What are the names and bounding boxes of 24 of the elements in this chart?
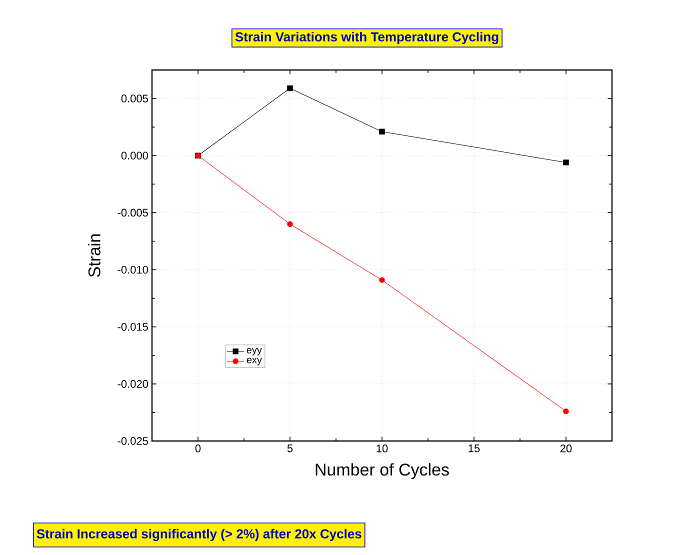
point: [563, 160, 569, 166]
y-tick-label: -0.015: [118, 322, 148, 331]
point: [563, 408, 569, 414]
x-tick-label: 5: [287, 444, 293, 452]
legend-label: exy: [246, 358, 262, 366]
y-tick-label: -0.005: [118, 208, 148, 217]
y-tick-label: -0.010: [118, 266, 148, 274]
x-tick-label: 0: [195, 444, 201, 452]
chart-title: Strain Variations with Temperature Cycling: [235, 32, 498, 44]
text: Strain Increased significantly (> 2%) after 20x Cycles: [36, 528, 362, 542]
point: [287, 221, 293, 227]
y-tick-label: 0.000: [121, 152, 148, 160]
point: [379, 128, 385, 134]
point: [287, 85, 293, 92]
point: [379, 277, 385, 283]
x-axis-title: Number of Cycles: [316, 463, 449, 480]
legend-label: eyy: [246, 348, 262, 356]
x-tick-label: 20: [560, 444, 572, 452]
y-axis-title: Strain: [88, 234, 100, 277]
x-tick-label: 15: [468, 444, 480, 452]
y-tick-label: -0.025: [118, 437, 148, 445]
y-tick-label: -0.020: [118, 380, 148, 388]
x-tick-label: 10: [376, 444, 388, 452]
y-tick-label: 0.005: [121, 94, 148, 102]
